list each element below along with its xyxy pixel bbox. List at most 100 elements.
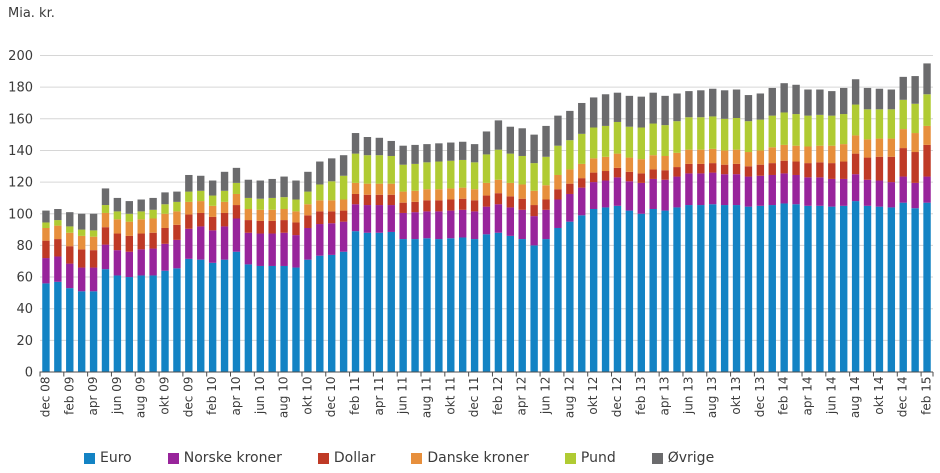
x-tick-label: feb 13: [634, 377, 648, 415]
y-tick-label: 160: [8, 112, 33, 127]
y-axis-unit-label: Mia. kr.: [8, 6, 55, 21]
bar-segment: [744, 176, 753, 207]
bar-segment: [304, 191, 312, 205]
bar-segment: [566, 183, 574, 194]
bar-segment: [554, 227, 562, 372]
bar-segment: [101, 205, 110, 213]
legend-swatch-icon: [411, 452, 423, 464]
bar-segment: [101, 269, 110, 372]
bar-segment: [863, 109, 872, 140]
bar-segment: [506, 235, 515, 372]
bar-segment: [899, 148, 907, 177]
bar-segment: [744, 152, 753, 167]
bar-segment: [363, 232, 372, 372]
bar-segment: [899, 76, 907, 100]
bar-segment: [77, 213, 86, 230]
bar-segment: [911, 76, 919, 104]
bar-segment: [54, 225, 62, 240]
bar-segment: [77, 229, 86, 236]
bar-segment: [89, 213, 98, 231]
bar-segment: [578, 178, 586, 188]
x-tick-label: feb 15: [920, 377, 934, 415]
x-tick-label: okt 09: [158, 377, 172, 415]
bar-segment: [589, 97, 598, 128]
bar-segment: [851, 153, 860, 175]
bar-segment: [482, 234, 491, 372]
bar-segment: [208, 180, 217, 196]
bar-segment: [756, 205, 765, 372]
bar-segment: [137, 275, 145, 372]
bar-segment: [280, 197, 288, 209]
legend-item-norske-kroner: Norske kroner: [167, 450, 282, 466]
bar-segment: [709, 204, 717, 372]
bar-segment: [589, 158, 598, 173]
bar-segment: [161, 204, 169, 214]
bar-segment: [840, 87, 848, 115]
bar-segment: [840, 161, 848, 179]
bar-segment: [875, 109, 884, 139]
legend-swatch-icon: [564, 452, 576, 464]
bar-segment: [113, 219, 122, 234]
bar-segment: [280, 265, 288, 372]
bar-segment: [554, 145, 562, 175]
bar-segment: [792, 84, 800, 115]
bar-segment: [851, 104, 860, 136]
bar-segment: [566, 140, 574, 170]
bar-segment: [280, 220, 288, 233]
bar-segment: [697, 163, 705, 174]
bar-segment: [566, 110, 574, 141]
legend-item-euro: Euro: [84, 450, 132, 466]
bar-segment: [113, 275, 122, 372]
bar-segment: [185, 201, 193, 215]
bar-segment: [899, 176, 907, 203]
bar-segment: [589, 209, 598, 372]
bar-segment: [77, 291, 86, 372]
bar-segment: [875, 88, 884, 110]
x-tick-label: apr 13: [658, 377, 672, 416]
bar-segment: [554, 189, 562, 200]
bar-segment: [173, 224, 181, 240]
bar-segment: [292, 199, 300, 212]
bar-segment: [649, 178, 657, 210]
bar-segment: [625, 157, 634, 172]
bar-segment: [244, 209, 253, 221]
bar-segment: [363, 183, 372, 195]
bar-segment: [792, 114, 800, 146]
bar-segment: [863, 179, 872, 206]
bar-segment: [387, 183, 395, 195]
bar-segment: [268, 209, 276, 221]
bar-segment: [887, 182, 896, 208]
legend-swatch-icon: [167, 452, 179, 464]
bar-segment: [411, 239, 419, 372]
bar-segment: [197, 259, 205, 372]
bar-segment: [435, 200, 443, 212]
bar-segment: [780, 83, 788, 113]
bar-segment: [768, 205, 776, 372]
bar-segment: [316, 211, 324, 225]
x-tick-label: aug 13: [705, 377, 719, 419]
bar-segment: [387, 140, 395, 156]
bar-segment: [137, 199, 145, 212]
x-tick-label: jun 14: [824, 377, 838, 416]
legend-label: Dollar: [333, 450, 376, 466]
chart-legend: Euro Norske kroner Dollar Danske kroner Pund…: [84, 450, 714, 466]
bar-segment: [101, 188, 110, 206]
bar-segment: [661, 210, 669, 372]
bar-segment: [518, 128, 526, 156]
bar-segment: [863, 205, 872, 372]
x-tick-label: jun 13: [681, 377, 695, 416]
bar-segment: [220, 201, 229, 213]
bar-segment: [792, 161, 800, 175]
bar-segment: [637, 127, 645, 160]
bar-segment: [89, 267, 98, 292]
bar-segment: [375, 194, 384, 206]
bar-segment: [875, 206, 884, 372]
bar-segment: [613, 167, 622, 178]
bar-segment: [137, 249, 145, 276]
series-norske-kroner: [42, 172, 931, 292]
bar-segment: [399, 212, 407, 240]
bar-segment: [625, 95, 634, 127]
bar-segment: [101, 212, 110, 228]
bar-segment: [137, 233, 145, 250]
bar-segment: [685, 163, 693, 174]
